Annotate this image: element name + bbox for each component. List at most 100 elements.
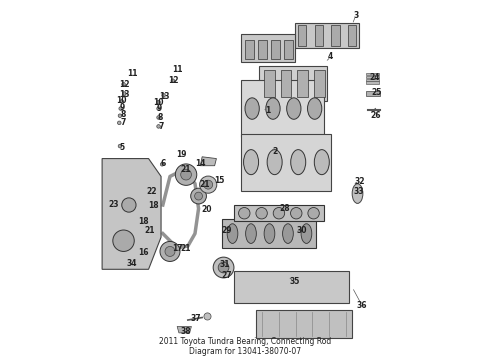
Text: 13: 13 xyxy=(119,90,129,99)
Bar xyxy=(245,40,253,59)
Ellipse shape xyxy=(267,150,282,175)
Text: 2: 2 xyxy=(272,147,277,156)
Text: 21: 21 xyxy=(200,180,210,189)
Ellipse shape xyxy=(314,150,329,175)
Text: 28: 28 xyxy=(279,204,290,213)
Ellipse shape xyxy=(175,164,197,185)
Text: 31: 31 xyxy=(220,260,230,269)
Bar xyxy=(264,70,275,97)
Ellipse shape xyxy=(119,107,122,111)
Ellipse shape xyxy=(291,207,302,219)
Text: 2011 Toyota Tundra Bearing, Connecting Rod
Diagram for 13041-38070-07: 2011 Toyota Tundra Bearing, Connecting R… xyxy=(159,337,331,356)
Bar xyxy=(297,70,308,97)
Text: 8: 8 xyxy=(157,113,163,122)
Text: 9: 9 xyxy=(119,103,124,112)
Ellipse shape xyxy=(301,224,312,243)
Text: 22: 22 xyxy=(147,187,157,196)
Text: 32: 32 xyxy=(354,176,365,185)
Bar xyxy=(298,25,306,46)
Ellipse shape xyxy=(227,224,238,243)
Text: 11: 11 xyxy=(172,66,182,75)
Text: 25: 25 xyxy=(371,88,382,97)
Text: 18: 18 xyxy=(138,217,148,226)
Text: 21: 21 xyxy=(145,226,155,235)
Ellipse shape xyxy=(245,224,256,243)
Ellipse shape xyxy=(120,100,123,103)
Bar xyxy=(281,70,292,97)
Ellipse shape xyxy=(162,94,165,97)
Ellipse shape xyxy=(266,98,280,119)
Polygon shape xyxy=(102,158,161,269)
Text: 19: 19 xyxy=(176,150,187,159)
Text: 20: 20 xyxy=(201,205,212,214)
Ellipse shape xyxy=(287,98,301,119)
Polygon shape xyxy=(242,33,295,62)
Text: 8: 8 xyxy=(120,111,125,120)
Text: 5: 5 xyxy=(119,143,124,152)
Text: 11: 11 xyxy=(127,69,138,78)
Ellipse shape xyxy=(118,144,122,148)
Text: 4: 4 xyxy=(328,52,333,61)
Ellipse shape xyxy=(118,114,122,117)
Polygon shape xyxy=(200,157,217,166)
Text: 7: 7 xyxy=(121,118,126,127)
Polygon shape xyxy=(256,310,352,338)
Bar xyxy=(367,81,379,84)
Ellipse shape xyxy=(157,100,160,104)
Bar xyxy=(271,40,280,59)
Text: 33: 33 xyxy=(353,187,364,196)
Text: 35: 35 xyxy=(289,277,299,286)
Bar xyxy=(367,73,379,75)
Text: 10: 10 xyxy=(153,98,164,107)
Ellipse shape xyxy=(291,150,306,175)
Ellipse shape xyxy=(218,262,229,273)
Bar xyxy=(367,78,379,81)
Ellipse shape xyxy=(273,207,285,219)
Ellipse shape xyxy=(256,207,268,219)
Text: 3: 3 xyxy=(353,11,358,20)
Text: 30: 30 xyxy=(297,225,307,234)
Polygon shape xyxy=(295,23,359,48)
Ellipse shape xyxy=(308,98,322,119)
Ellipse shape xyxy=(160,162,164,166)
Text: 12: 12 xyxy=(168,76,179,85)
Bar xyxy=(331,25,340,46)
Text: 36: 36 xyxy=(357,301,368,310)
Text: 18: 18 xyxy=(148,201,159,210)
Text: 38: 38 xyxy=(181,327,192,336)
Polygon shape xyxy=(177,327,192,333)
Polygon shape xyxy=(234,271,348,303)
Text: 24: 24 xyxy=(369,73,380,82)
Bar xyxy=(258,40,267,59)
Text: 16: 16 xyxy=(138,248,148,257)
Ellipse shape xyxy=(191,188,206,204)
Ellipse shape xyxy=(283,224,294,243)
Polygon shape xyxy=(242,134,331,191)
Text: 14: 14 xyxy=(195,159,206,168)
Text: 7: 7 xyxy=(158,122,164,131)
Ellipse shape xyxy=(157,107,160,111)
Bar xyxy=(348,25,356,46)
Ellipse shape xyxy=(264,224,275,243)
Polygon shape xyxy=(259,66,327,102)
Polygon shape xyxy=(242,80,323,137)
Ellipse shape xyxy=(165,247,175,256)
Ellipse shape xyxy=(118,121,121,125)
Ellipse shape xyxy=(160,242,180,261)
Ellipse shape xyxy=(204,313,211,320)
Text: 37: 37 xyxy=(191,314,201,323)
Ellipse shape xyxy=(122,92,126,95)
Ellipse shape xyxy=(113,230,134,251)
Ellipse shape xyxy=(157,116,160,119)
Text: 1: 1 xyxy=(266,106,271,115)
Polygon shape xyxy=(222,219,317,248)
Text: 23: 23 xyxy=(108,200,119,209)
Ellipse shape xyxy=(352,184,363,203)
Text: 29: 29 xyxy=(221,225,232,234)
Bar xyxy=(284,40,293,59)
Text: 21: 21 xyxy=(180,244,191,253)
Polygon shape xyxy=(367,91,380,96)
Ellipse shape xyxy=(122,82,125,86)
Ellipse shape xyxy=(245,98,259,119)
Ellipse shape xyxy=(204,180,213,189)
